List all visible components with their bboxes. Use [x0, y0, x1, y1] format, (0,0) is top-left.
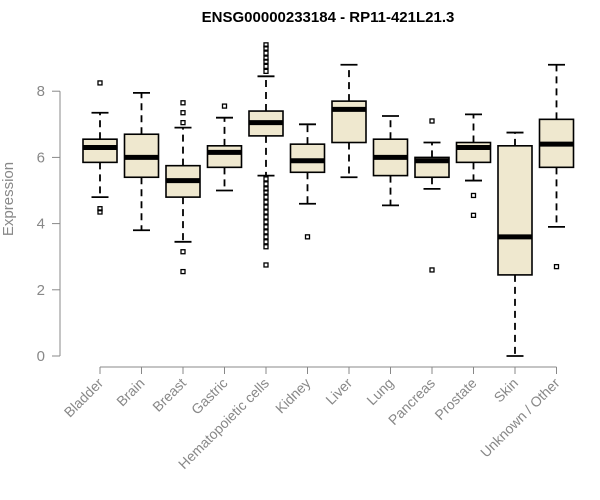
x-tick-label: Kidney: [272, 375, 314, 417]
box-pancreas: [414, 118, 450, 273]
box-brain: [123, 91, 160, 232]
box-lung: [372, 115, 409, 207]
box-hematopoietic-cells: [248, 42, 284, 268]
outlier-point: [429, 118, 435, 124]
outlier-point: [263, 199, 269, 205]
box-liver: [331, 63, 367, 179]
outlier-point: [263, 262, 269, 268]
x-tick-label: Lung: [363, 375, 396, 408]
y-axis: 0 2 4 6 8: [37, 83, 61, 365]
box-series: [82, 42, 575, 357]
outlier-point: [263, 181, 269, 187]
outlier-point: [180, 249, 186, 255]
y-tick-label: 4: [37, 216, 45, 233]
box-rect: [82, 138, 118, 164]
box-unknown-other: [538, 63, 575, 270]
outlier-point: [97, 209, 103, 215]
outlier-point: [263, 63, 269, 70]
outlier-point: [553, 263, 560, 270]
outlier-point: [263, 214, 269, 220]
outlier-point: [429, 267, 435, 273]
outlier-point: [180, 100, 186, 106]
outlier-point: [470, 212, 477, 218]
y-tick-label: 0: [37, 348, 45, 365]
outlier-point: [221, 103, 228, 109]
outlier-point: [263, 229, 269, 235]
outlier-point: [304, 234, 311, 240]
box-rect: [206, 145, 243, 169]
outlier-point: [180, 119, 186, 126]
outlier-point: [263, 42, 269, 48]
outlier-point: [470, 192, 477, 199]
x-tick-label: Bladder: [61, 375, 107, 421]
y-tick-label: 2: [37, 282, 45, 299]
outlier-point: [263, 50, 269, 56]
y-axis-label: Expression: [0, 162, 17, 236]
outlier-point: [97, 80, 103, 86]
x-tick-label: Prostate: [431, 375, 479, 423]
outlier-point: [97, 206, 103, 212]
x-tick-label: Skin: [491, 375, 522, 406]
box-prostate: [455, 113, 492, 218]
box-bladder: [82, 80, 118, 215]
outlier-point: [263, 176, 269, 182]
box-gastric: [206, 103, 243, 192]
outlier-point: [263, 224, 269, 230]
outlier-point: [180, 110, 186, 116]
outlier-point: [263, 239, 269, 245]
y-tick-label: 6: [37, 149, 45, 166]
outlier-point: [180, 268, 186, 275]
box-skin: [497, 131, 533, 357]
chart-title: ENSG00000233184 - RP11-421L21.3: [202, 9, 455, 26]
box-breast: [165, 100, 201, 275]
x-tick-label: Liver: [322, 375, 355, 408]
outlier-point: [263, 68, 269, 74]
outlier-point: [263, 55, 269, 61]
outlier-point: [263, 186, 269, 192]
outlier-point: [263, 209, 269, 215]
x-tick-label: Unknown / Other: [477, 375, 563, 461]
outlier-point: [263, 45, 269, 51]
outlier-point: [263, 244, 269, 250]
y-tick-label: 8: [37, 83, 45, 100]
x-tick-label: Breast: [149, 375, 189, 415]
box-kidney: [289, 123, 326, 240]
outlier-point: [263, 58, 269, 65]
x-tick-label: Brain: [113, 375, 147, 409]
outlier-point: [263, 194, 269, 200]
outlier-point: [263, 234, 269, 240]
box-rect: [497, 145, 533, 276]
outlier-point: [263, 189, 269, 195]
outlier-point: [263, 219, 269, 225]
outlier-point: [263, 204, 269, 210]
